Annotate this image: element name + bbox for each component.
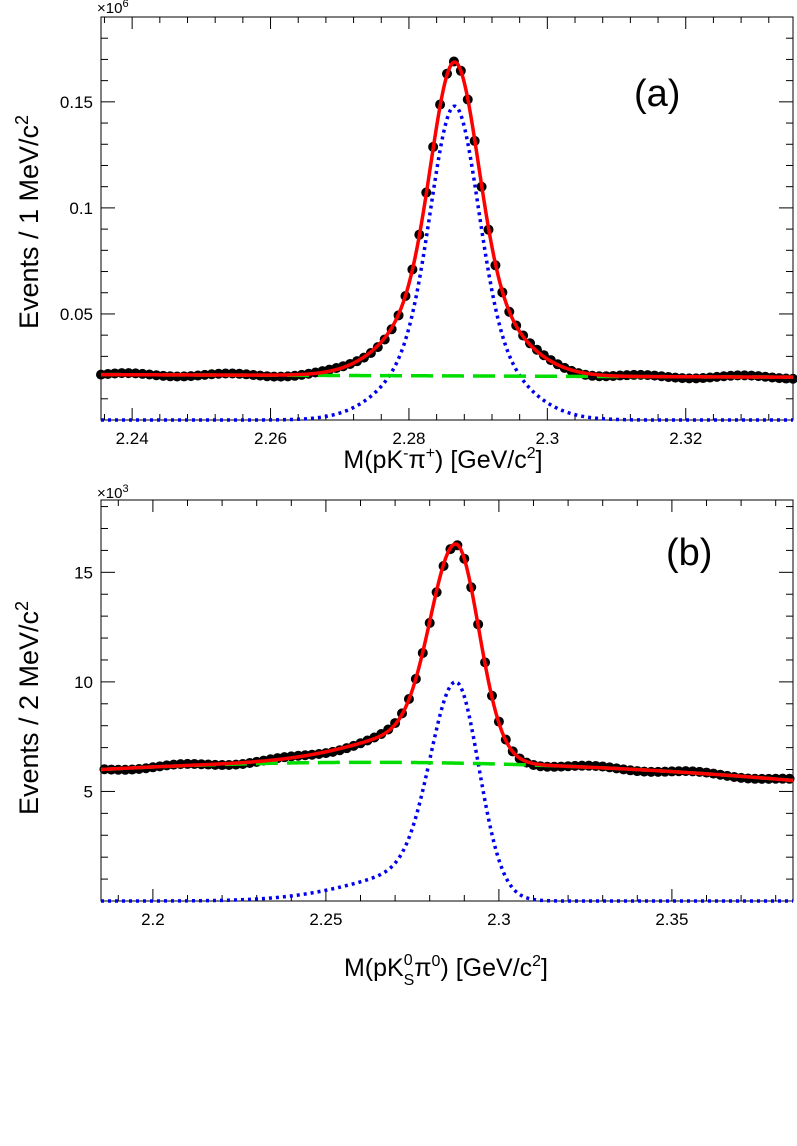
y-axis-label: Events / 2 MeV/c2 bbox=[12, 601, 44, 815]
fit-curves bbox=[101, 680, 793, 903]
x-tick-label: 2.3 bbox=[536, 429, 560, 448]
x-tick-label: 2.3 bbox=[487, 910, 511, 929]
panel-b: 2.2 2.25 2.3 2.35 5 10 15 ×103 (b) Events / 2 … bbox=[12, 483, 795, 989]
plot-frame bbox=[100, 499, 794, 902]
tick-marks bbox=[101, 16, 793, 420]
total-fit-curve bbox=[100, 542, 794, 783]
x-tick-label: 2.35 bbox=[655, 910, 688, 929]
signal-curve bbox=[101, 680, 793, 903]
y-tick-label: 15 bbox=[74, 563, 93, 582]
tick-labels: 2.24 2.26 2.28 2.3 2.32 0.05 0.1 0.15 bbox=[60, 93, 702, 448]
panel-a: 2.24 2.26 2.28 2.3 2.320.050.10.15 ×106 (a) … bbox=[12, 0, 797, 474]
x-tick-label: 2.2 bbox=[141, 910, 165, 929]
x-axis-label: M(pK0 Sπ0) [GeV/c2] bbox=[344, 952, 548, 989]
x-tick-label: 2.26 bbox=[254, 429, 287, 448]
fit-curves bbox=[101, 104, 793, 422]
y-tick-label: 0.1 bbox=[69, 199, 93, 218]
data-points bbox=[99, 540, 795, 784]
plot-frame bbox=[100, 16, 794, 421]
x-tick-label: 2.32 bbox=[669, 429, 702, 448]
exponent-label: ×103 bbox=[97, 483, 129, 502]
x-tick-label: 2.25 bbox=[309, 910, 342, 929]
y-axis-label: Events / 1 MeV/c2 bbox=[12, 115, 44, 329]
y-tick-label: 10 bbox=[74, 673, 93, 692]
x-tick-label: 2.24 bbox=[116, 429, 149, 448]
tick-labels: 2.2 2.25 2.3 2.35 5 10 15 bbox=[74, 563, 688, 929]
data-points bbox=[96, 56, 797, 384]
tick-marks bbox=[101, 500, 793, 901]
x-axis-label: M(pK-π+) [GeV/c2] bbox=[343, 445, 542, 474]
exponent-label: ×106 bbox=[97, 0, 129, 17]
y-tick-label: 0.05 bbox=[60, 305, 93, 324]
panel-label: (a) bbox=[634, 73, 680, 115]
x-tick-label: 2.28 bbox=[392, 429, 425, 448]
panel-label: (b) bbox=[666, 532, 712, 574]
total-fit-curve bbox=[101, 60, 793, 379]
y-tick-label: 5 bbox=[84, 782, 93, 801]
y-tick-label: 0.15 bbox=[60, 93, 93, 112]
signal-curve bbox=[101, 104, 793, 422]
